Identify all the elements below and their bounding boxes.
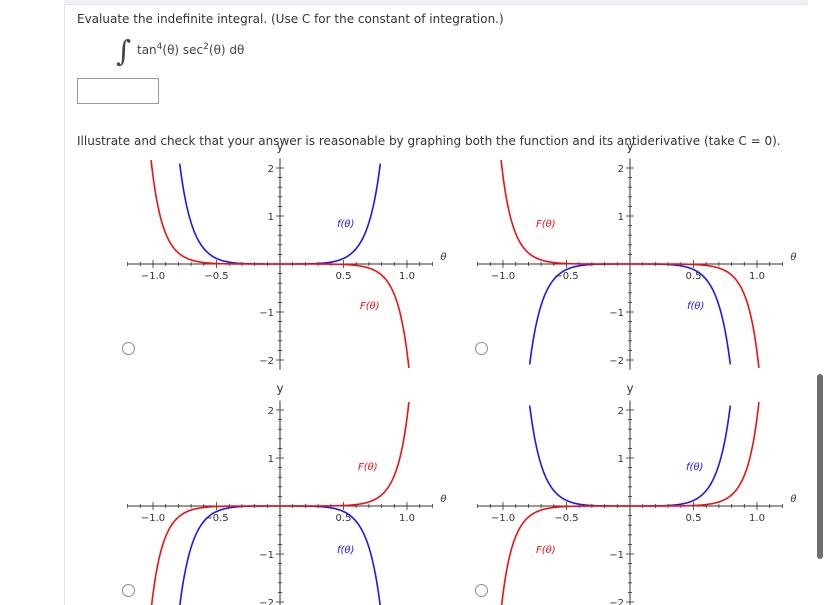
x-axis-label: θ <box>790 494 796 505</box>
x-tick-label: 1.0 <box>399 513 415 524</box>
F-curve-label: F(θ) <box>360 301 380 312</box>
graph-instruction: Illustrate and check that your answer is… <box>77 134 781 148</box>
integrand-expression: tan4(θ) sec2(θ) dθ <box>137 42 244 57</box>
F-curve <box>150 160 410 368</box>
F-curve <box>500 160 760 368</box>
option-c-radio[interactable] <box>122 584 135 597</box>
question-card <box>64 4 817 605</box>
y-tick-label: −1 <box>609 550 624 561</box>
y-tick-label: −1 <box>259 308 274 319</box>
x-tick-label: −0.5 <box>554 513 578 524</box>
integrand-tan: tan <box>137 43 157 57</box>
F-curve-label: F(θ) <box>536 545 556 556</box>
x-tick-label: 0.5 <box>686 271 702 282</box>
F-curve <box>500 402 760 605</box>
y-tick-label: −1 <box>609 308 624 319</box>
question-prompt: Evaluate the indefinite integral. (Use C… <box>77 12 504 26</box>
x-axis-label: θ <box>440 252 446 263</box>
integrand-middle: (θ) sec <box>162 43 204 57</box>
F-curve-label: F(θ) <box>358 462 378 473</box>
y-axis-label: y <box>276 139 283 153</box>
y-tick-label: −2 <box>609 356 624 367</box>
option-a-graph[interactable]: −1.0 −0.5 0.5 1.0 2 1 −1 −2 y θ f(θ) F(θ) <box>127 139 447 370</box>
y-tick-label: 2 <box>268 406 274 417</box>
x-tick-label: −1.0 <box>141 513 165 524</box>
f-curve-label: f(θ) <box>686 462 703 473</box>
y-tick-label: 2 <box>618 164 624 175</box>
x-tick-label: −0.5 <box>204 271 228 282</box>
y-tick-label: −1 <box>259 550 274 561</box>
f-curve-label: f(θ) <box>687 301 704 312</box>
x-tick-label: 0.5 <box>686 513 702 524</box>
option-d-radio[interactable] <box>475 584 488 597</box>
answer-input[interactable] <box>77 78 159 104</box>
x-tick-label: −0.5 <box>554 271 578 282</box>
y-tick-label: 1 <box>268 454 274 465</box>
x-tick-label: −1.0 <box>491 513 515 524</box>
x-tick-label: 1.0 <box>749 513 765 524</box>
y-axis-label: y <box>626 381 633 395</box>
F-curve-label: F(θ) <box>536 219 556 230</box>
option-a-radio[interactable] <box>122 342 135 355</box>
integrand-end: (θ) dθ <box>208 43 245 57</box>
x-tick-label: 0.5 <box>336 271 352 282</box>
option-b-radio[interactable] <box>475 342 488 355</box>
page-scrollbar[interactable] <box>817 374 823 559</box>
x-tick-label: 1.0 <box>749 271 765 282</box>
y-tick-label: 2 <box>618 406 624 417</box>
x-tick-label: −1.0 <box>141 271 165 282</box>
x-tick-label: −1.0 <box>491 271 515 282</box>
y-tick-label: 1 <box>268 212 274 223</box>
option-b-graph[interactable]: −1.0 −0.5 0.5 1.0 2 1 −1 −2 y θ F(θ) f(θ) <box>477 139 797 370</box>
y-tick-label: −2 <box>259 598 274 605</box>
y-tick-label: 1 <box>618 454 624 465</box>
y-axis-label: y <box>626 139 633 153</box>
integrand-sec-power: 2 <box>203 42 209 52</box>
option-d-graph[interactable]: −1.0 −0.5 0.5 1.0 2 1 −1 −2 y θ f(θ) F(θ) <box>477 381 797 605</box>
option-c-graph[interactable]: −1.0 −0.5 0.5 1.0 2 1 −1 −2 y θ F(θ) f(θ) <box>127 381 447 605</box>
integral-sign: ∫ <box>116 34 132 68</box>
x-tick-label: 0.5 <box>336 513 352 524</box>
y-tick-label: −2 <box>259 356 274 367</box>
y-axis-label: y <box>276 381 283 395</box>
f-curve-label: f(θ) <box>337 219 354 230</box>
y-tick-label: −2 <box>609 598 624 605</box>
x-axis-label: θ <box>790 252 796 263</box>
integrand-tan-power: 4 <box>156 42 163 52</box>
x-axis-label: θ <box>440 494 446 505</box>
top-divider <box>64 0 808 5</box>
f-curve-label: f(θ) <box>337 545 354 556</box>
x-tick-label: 1.0 <box>399 271 415 282</box>
y-tick-label: 1 <box>618 212 624 223</box>
x-tick-label: −0.5 <box>204 513 228 524</box>
y-tick-label: 2 <box>268 164 274 175</box>
F-curve <box>150 402 410 605</box>
